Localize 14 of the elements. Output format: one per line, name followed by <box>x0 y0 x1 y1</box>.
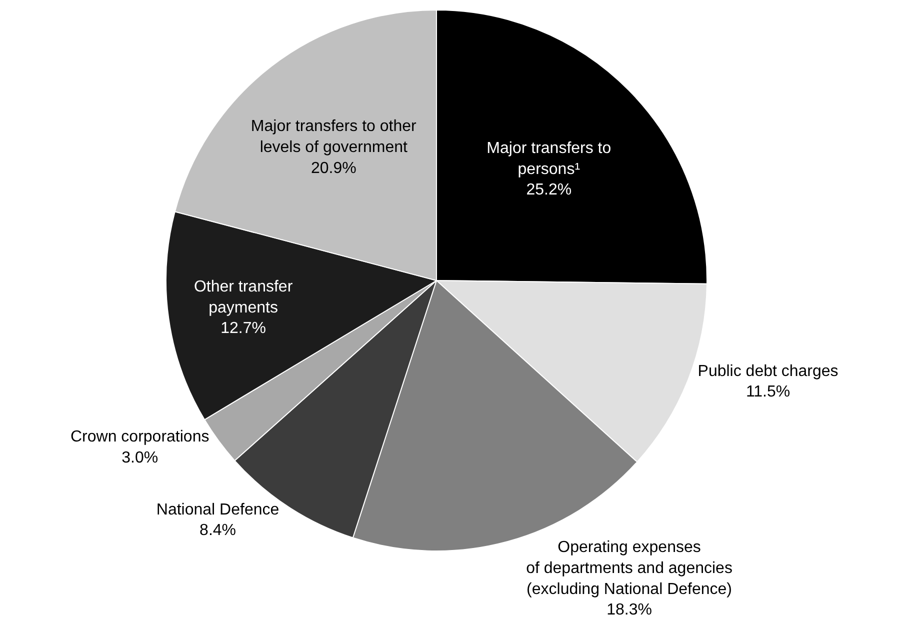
slice-label: Other transfer payments <box>194 278 294 316</box>
slice-label: Major transfers to persons¹ <box>486 140 612 178</box>
data-label: 11.5% <box>746 384 790 401</box>
slice-label: Operating expenses of departments and agencies (excluding National Defence) <box>526 539 732 598</box>
slice-label: Crown corporations <box>70 428 210 446</box>
data-label: 12.7% <box>220 320 266 338</box>
slice-label: National Defence <box>156 501 280 518</box>
data-label: 18.3% <box>606 602 652 619</box>
data-label: 3.0% <box>122 449 158 466</box>
slice-label: Public debt charges <box>698 362 838 380</box>
data-label: 20.9% <box>310 160 356 177</box>
slice-label: Major transfers to other levels of government <box>250 118 418 156</box>
data-label: 25.2% <box>526 182 572 199</box>
data-label: 8.4% <box>200 522 236 540</box>
